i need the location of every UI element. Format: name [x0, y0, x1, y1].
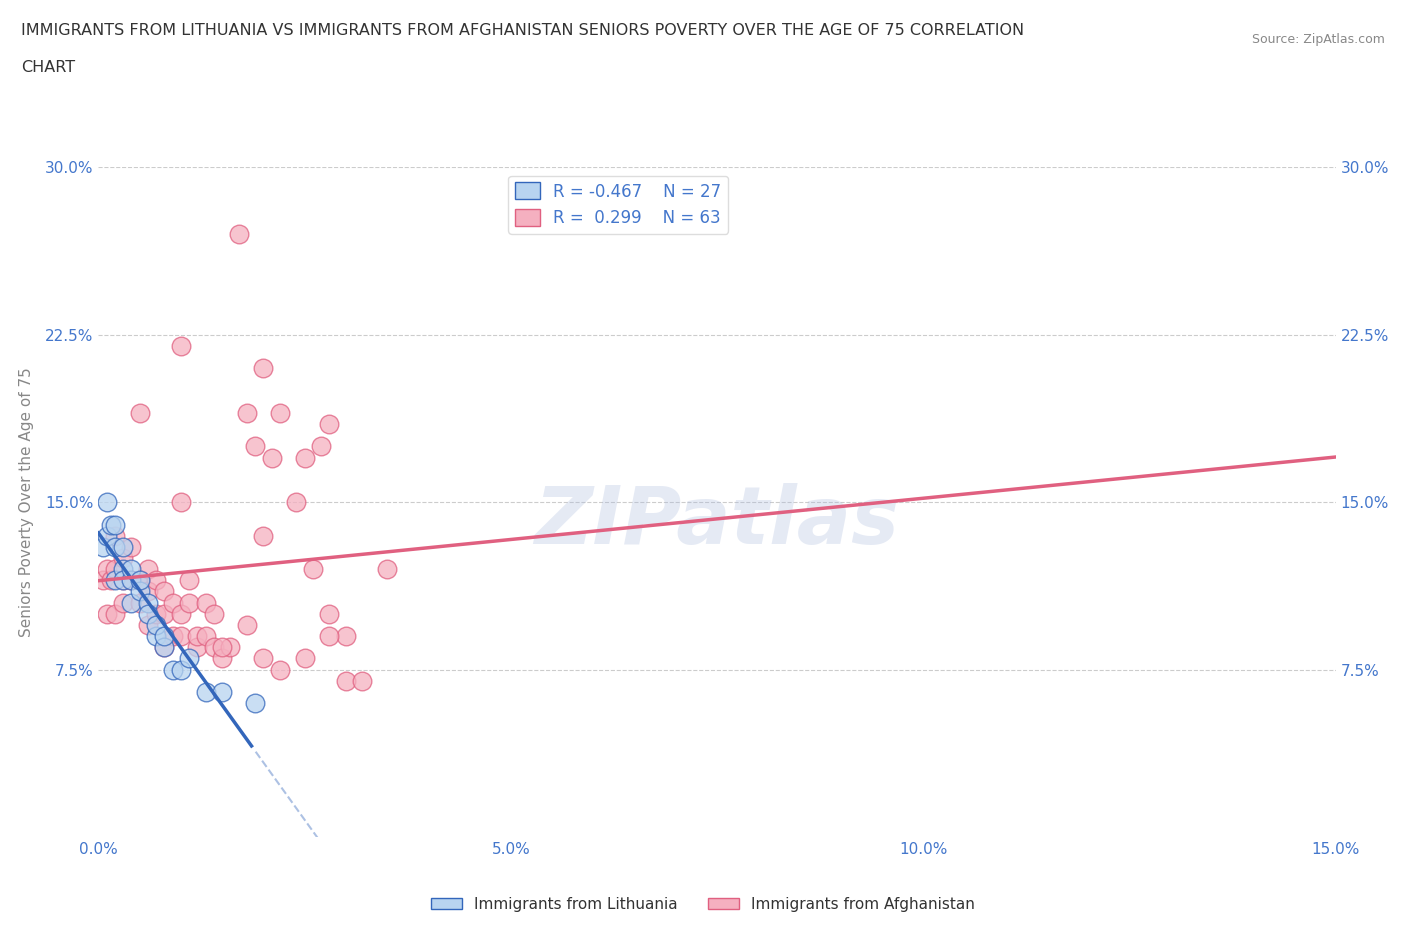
- Point: [170, 339, 193, 353]
- Point: [186, 640, 208, 655]
- Point: [104, 539, 127, 554]
- Point: [179, 573, 201, 588]
- Point: [153, 584, 176, 599]
- Point: [112, 551, 135, 565]
- Y-axis label: Seniors Poverty Over the Age of 75: Seniors Poverty Over the Age of 75: [18, 367, 34, 637]
- Point: [145, 618, 167, 632]
- Point: [269, 405, 291, 420]
- Point: [294, 651, 316, 666]
- Point: [236, 618, 259, 632]
- Point: [352, 673, 374, 688]
- Point: [128, 573, 150, 588]
- Point: [243, 696, 266, 711]
- Point: [136, 595, 159, 610]
- Point: [104, 517, 127, 532]
- Point: [219, 640, 242, 655]
- Point: [269, 662, 291, 677]
- Point: [120, 573, 142, 588]
- Point: [112, 573, 135, 588]
- Point: [170, 629, 193, 644]
- Point: [186, 629, 208, 644]
- Point: [120, 573, 142, 588]
- Text: ZIPatlas: ZIPatlas: [534, 484, 900, 562]
- Point: [145, 629, 167, 644]
- Point: [294, 450, 316, 465]
- Point: [228, 227, 250, 242]
- Point: [100, 517, 122, 532]
- Point: [136, 562, 159, 577]
- Point: [112, 595, 135, 610]
- Point: [128, 584, 150, 599]
- Point: [104, 528, 127, 543]
- Point: [128, 595, 150, 610]
- Point: [162, 629, 184, 644]
- Text: CHART: CHART: [21, 60, 75, 75]
- Point: [136, 584, 159, 599]
- Point: [170, 495, 193, 510]
- Point: [112, 562, 135, 577]
- Point: [136, 606, 159, 621]
- Point: [112, 573, 135, 588]
- Point: [243, 439, 266, 454]
- Point: [252, 528, 274, 543]
- Point: [375, 562, 398, 577]
- Point: [194, 595, 217, 610]
- Legend: Immigrants from Lithuania, Immigrants from Afghanistan: Immigrants from Lithuania, Immigrants fr…: [425, 891, 981, 918]
- Point: [252, 361, 274, 376]
- Point: [96, 606, 118, 621]
- Point: [153, 640, 176, 655]
- Point: [120, 539, 142, 554]
- Point: [91, 573, 114, 588]
- Point: [211, 651, 233, 666]
- Point: [153, 640, 176, 655]
- Point: [91, 539, 114, 554]
- Point: [128, 573, 150, 588]
- Point: [335, 629, 357, 644]
- Point: [162, 595, 184, 610]
- Point: [104, 606, 127, 621]
- Point: [104, 562, 127, 577]
- Point: [211, 684, 233, 699]
- Legend: R = -0.467    N = 27, R =  0.299    N = 63: R = -0.467 N = 27, R = 0.299 N = 63: [508, 176, 728, 233]
- Point: [162, 662, 184, 677]
- Point: [202, 606, 225, 621]
- Point: [120, 562, 142, 577]
- Point: [318, 606, 340, 621]
- Point: [194, 684, 217, 699]
- Point: [100, 573, 122, 588]
- Point: [96, 528, 118, 543]
- Point: [136, 618, 159, 632]
- Point: [302, 562, 325, 577]
- Point: [153, 629, 176, 644]
- Point: [202, 640, 225, 655]
- Point: [170, 606, 193, 621]
- Point: [236, 405, 259, 420]
- Point: [96, 562, 118, 577]
- Point: [128, 405, 150, 420]
- Text: Source: ZipAtlas.com: Source: ZipAtlas.com: [1251, 33, 1385, 46]
- Point: [318, 629, 340, 644]
- Text: IMMIGRANTS FROM LITHUANIA VS IMMIGRANTS FROM AFGHANISTAN SENIORS POVERTY OVER TH: IMMIGRANTS FROM LITHUANIA VS IMMIGRANTS …: [21, 23, 1024, 38]
- Point: [96, 495, 118, 510]
- Point: [179, 595, 201, 610]
- Point: [112, 539, 135, 554]
- Point: [104, 573, 127, 588]
- Point: [170, 662, 193, 677]
- Point: [260, 450, 283, 465]
- Point: [128, 573, 150, 588]
- Point: [179, 651, 201, 666]
- Point: [335, 673, 357, 688]
- Point: [211, 640, 233, 655]
- Point: [318, 417, 340, 432]
- Point: [194, 629, 217, 644]
- Point: [120, 595, 142, 610]
- Point: [309, 439, 332, 454]
- Point: [145, 606, 167, 621]
- Point: [153, 606, 176, 621]
- Point: [285, 495, 308, 510]
- Point: [145, 573, 167, 588]
- Point: [252, 651, 274, 666]
